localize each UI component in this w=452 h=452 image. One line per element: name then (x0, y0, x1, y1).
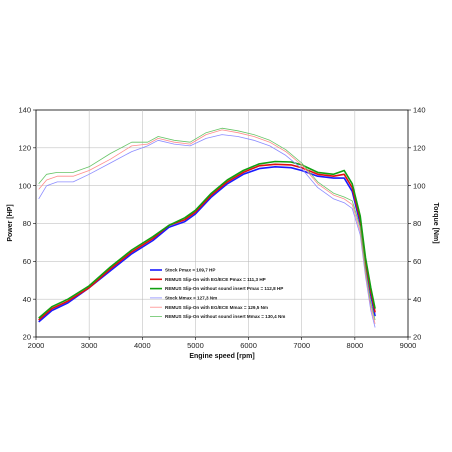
legend-label: REMUS Slip-On with EG/ECE Pmax = 111,3 H… (165, 277, 266, 282)
x-axis-title: Engine speed [rpm] (189, 353, 254, 360)
series-line (38, 127, 376, 321)
legend-label: Stock Mmax = 127,3 Nm (165, 296, 217, 301)
legend: Stock Pmax = 109,7 HP REMUS Slip-On with … (150, 268, 285, 319)
legend-label: Stock Pmax = 109,7 HP (165, 268, 215, 273)
y-right-tick-label: 80 (413, 219, 421, 228)
y-right-tick-label: 100 (413, 181, 426, 190)
legend-label: REMUS Slip-On without sound insert Pmax … (165, 286, 283, 291)
y-axis-left-title: Power [HP] (7, 204, 14, 241)
series-line (38, 134, 376, 328)
x-tick-label: 8000 (347, 341, 364, 350)
y-left-tick-label: 40 (23, 295, 31, 304)
legend-label: REMUS Slip-On with EG/ECE Mmax = 129,5 N… (165, 305, 268, 310)
x-tick-label: 7000 (293, 341, 310, 350)
legend-label: REMUS Slip-On without sound insert Mmax … (165, 314, 285, 319)
x-tick-label: 9000 (400, 341, 417, 350)
x-tick-label: 5000 (187, 341, 204, 350)
y-left-tick-label: 140 (18, 106, 31, 115)
y-right-tick-label: 40 (413, 295, 421, 304)
series-lines (38, 127, 376, 328)
series-line (38, 163, 376, 321)
y-left-tick-label: 100 (18, 181, 31, 190)
y-left-tick-label: 60 (23, 257, 31, 266)
y-left-tick-label: 80 (23, 219, 31, 228)
series-line (38, 129, 376, 324)
y-right-tick-label: 60 (413, 257, 421, 266)
y-right-tick-label: 120 (413, 143, 426, 152)
x-tick-label: 3000 (81, 341, 98, 350)
x-tick-label: 4000 (134, 341, 151, 350)
series-line (38, 160, 376, 319)
x-tick-label: 6000 (240, 341, 257, 350)
grid-lines (33, 109, 411, 340)
y-left-tick-label: 20 (23, 333, 31, 342)
y-axis-right-title: Torque [Nm] (432, 202, 439, 243)
y-left-tick-label: 120 (18, 143, 31, 152)
x-tick-label: 2000 (28, 341, 45, 350)
series-line (38, 166, 376, 323)
y-right-tick-label: 20 (413, 333, 421, 342)
y-right-tick-label: 140 (413, 106, 426, 115)
tick-labels: 2000 3000 4000 5000 6000 7000 8000 900020406080… (18, 106, 425, 350)
